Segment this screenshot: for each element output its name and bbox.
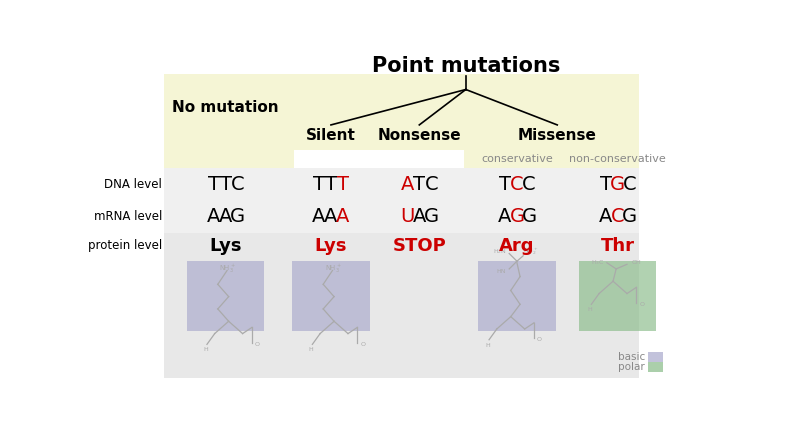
Text: A: A bbox=[498, 207, 512, 226]
Text: H: H bbox=[203, 348, 208, 352]
Text: Lys: Lys bbox=[210, 237, 242, 255]
Text: Lys: Lys bbox=[314, 237, 347, 255]
Bar bbox=[187, 261, 264, 331]
Text: C: C bbox=[230, 176, 244, 195]
Bar bbox=[478, 261, 556, 331]
Text: O: O bbox=[537, 337, 542, 342]
Bar bbox=[294, 74, 638, 150]
Text: NH$_3^+$: NH$_3^+$ bbox=[219, 263, 236, 275]
Text: T: T bbox=[219, 176, 231, 195]
Bar bbox=[163, 168, 638, 201]
Text: H$_3$C: H$_3$C bbox=[590, 258, 604, 267]
Text: A: A bbox=[324, 207, 338, 226]
Text: C: C bbox=[522, 176, 536, 195]
Text: T: T bbox=[600, 176, 612, 195]
Bar bbox=[292, 261, 370, 331]
Text: Nonsense: Nonsense bbox=[378, 128, 461, 143]
Text: C: C bbox=[611, 207, 625, 226]
Text: A: A bbox=[336, 207, 350, 226]
Text: basic: basic bbox=[618, 352, 645, 362]
Text: T: T bbox=[325, 176, 337, 195]
Text: H: H bbox=[309, 348, 313, 352]
Text: H: H bbox=[485, 343, 490, 348]
Text: O: O bbox=[360, 342, 366, 347]
Text: A: A bbox=[207, 207, 220, 226]
Text: T: T bbox=[207, 176, 219, 195]
Text: Thr: Thr bbox=[601, 237, 634, 255]
Text: NH$_2^+$: NH$_2^+$ bbox=[523, 247, 538, 257]
Text: conservative: conservative bbox=[481, 154, 553, 164]
Text: OH: OH bbox=[631, 260, 641, 265]
Bar bbox=[464, 150, 638, 169]
Text: H$_2$N: H$_2$N bbox=[493, 247, 506, 256]
Text: No mutation: No mutation bbox=[172, 100, 279, 115]
Text: T: T bbox=[337, 176, 349, 195]
Text: A: A bbox=[312, 207, 326, 226]
Text: G: G bbox=[622, 207, 638, 226]
Text: H: H bbox=[587, 307, 592, 312]
Text: Arg: Arg bbox=[499, 237, 534, 255]
Bar bbox=[163, 200, 638, 233]
Text: T: T bbox=[499, 176, 511, 195]
Bar bbox=[579, 261, 657, 331]
Bar bbox=[163, 74, 294, 169]
Text: Missense: Missense bbox=[518, 128, 597, 143]
Bar bbox=[163, 168, 638, 378]
Text: HN: HN bbox=[497, 269, 506, 274]
Text: A: A bbox=[401, 176, 414, 195]
Text: Point mutations: Point mutations bbox=[372, 57, 560, 76]
Text: G: G bbox=[424, 207, 439, 226]
Bar bbox=[648, 351, 663, 362]
Text: G: G bbox=[522, 207, 537, 226]
Text: mRNA level: mRNA level bbox=[94, 210, 162, 223]
Text: protein level: protein level bbox=[88, 239, 162, 252]
Text: A: A bbox=[413, 207, 426, 226]
Text: DNA level: DNA level bbox=[104, 178, 162, 192]
Text: G: G bbox=[510, 207, 525, 226]
Text: C: C bbox=[510, 176, 524, 195]
Bar bbox=[648, 363, 663, 372]
Text: O: O bbox=[255, 342, 260, 347]
Text: C: C bbox=[425, 176, 438, 195]
Text: T: T bbox=[313, 176, 325, 195]
Text: O: O bbox=[639, 302, 644, 307]
Text: Silent: Silent bbox=[306, 128, 356, 143]
Text: A: A bbox=[219, 207, 232, 226]
Text: STOP: STOP bbox=[393, 237, 446, 255]
Text: NH$_3^+$: NH$_3^+$ bbox=[325, 263, 342, 275]
Text: non-conservative: non-conservative bbox=[570, 154, 666, 164]
Text: G: G bbox=[230, 207, 245, 226]
Text: T: T bbox=[414, 176, 426, 195]
Text: C: C bbox=[623, 176, 637, 195]
Text: polar: polar bbox=[618, 363, 645, 372]
Text: G: G bbox=[610, 176, 626, 195]
Text: A: A bbox=[599, 207, 612, 226]
Text: U: U bbox=[400, 207, 414, 226]
